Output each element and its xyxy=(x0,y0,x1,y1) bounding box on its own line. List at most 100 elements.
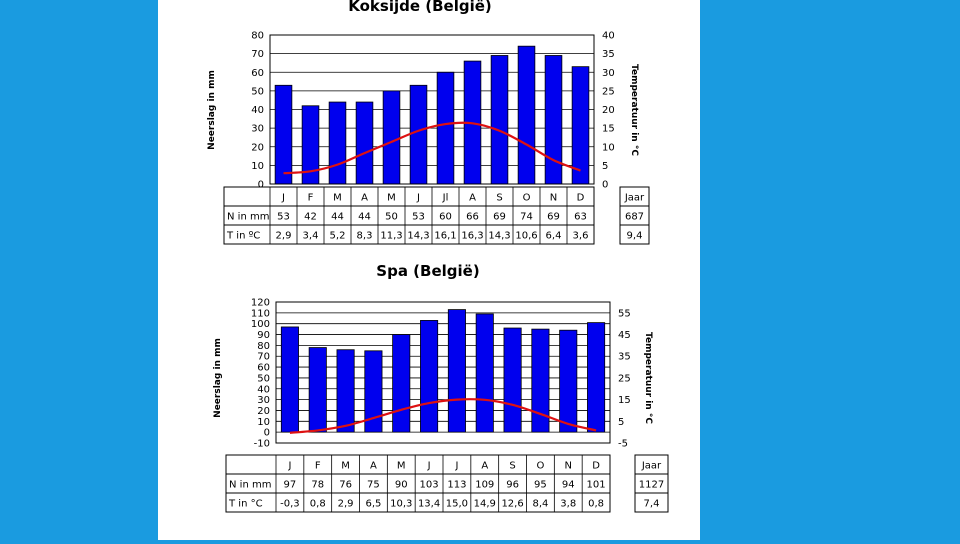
month-label: A xyxy=(361,193,368,204)
table-cell: 63 xyxy=(574,212,587,223)
month-label: A xyxy=(370,461,377,472)
y-tick-label: 20 xyxy=(257,406,270,417)
table-cell: 44 xyxy=(358,212,371,223)
bar-spa xyxy=(336,349,355,433)
y2-tick-label: 5 xyxy=(618,417,624,428)
bar-koksijde xyxy=(571,66,590,185)
bar-spa xyxy=(308,347,327,433)
y2-axis-label-spa: Temperatuur in °C xyxy=(643,332,653,424)
bar-koksijde xyxy=(328,101,347,185)
bar-spa xyxy=(364,350,383,433)
month-label: J xyxy=(287,461,291,472)
table-cell: 3,8 xyxy=(560,499,576,510)
y2-tick-label: -5 xyxy=(618,439,628,450)
month-label: S xyxy=(509,461,515,472)
y2-axis-label-koksijde: Temperatuur in °C xyxy=(629,64,639,156)
table-cell: 3,6 xyxy=(573,231,589,242)
bar-spa xyxy=(420,320,439,433)
bar-spa xyxy=(475,313,494,433)
climate-charts: Koksijde (België)01020304050607080051015… xyxy=(207,0,669,513)
table-cell: 6,5 xyxy=(365,499,381,510)
annual-cell xyxy=(634,492,669,513)
bar-koksijde xyxy=(436,71,455,185)
y-tick-label: 100 xyxy=(251,319,270,330)
y2-tick-label: 45 xyxy=(618,330,631,341)
table-cell: 16,3 xyxy=(461,231,483,242)
annual-header: Jaar xyxy=(641,461,662,472)
y-tick-label: -10 xyxy=(254,439,270,450)
y2-tick-label: 25 xyxy=(618,373,631,384)
bar-spa xyxy=(587,322,606,433)
y2-tick-label: 40 xyxy=(602,31,615,42)
table-cell: 96 xyxy=(506,480,519,491)
table-cell: 12,6 xyxy=(501,499,523,510)
y2-tick-label: 35 xyxy=(602,49,615,60)
bar-spa xyxy=(447,309,466,433)
month-label: S xyxy=(496,193,502,204)
month-label: M xyxy=(341,461,350,472)
table-cell: 69 xyxy=(547,212,560,223)
bar-spa xyxy=(559,329,578,433)
table-cell: 53 xyxy=(277,212,290,223)
bar-koksijde xyxy=(382,90,401,185)
table-cell: 16,1 xyxy=(434,231,456,242)
bar-koksijde xyxy=(409,84,428,185)
month-label: D xyxy=(592,461,600,472)
table-cell: 6,4 xyxy=(546,231,562,242)
month-label: M xyxy=(333,193,342,204)
y2-tick-label: 20 xyxy=(602,105,615,116)
y2-tick-label: 25 xyxy=(602,86,615,97)
y-tick-label: 60 xyxy=(257,363,270,374)
row-label: T in ºC xyxy=(226,231,260,242)
y-tick-label: 80 xyxy=(251,31,264,42)
temperature-line-koksijde xyxy=(283,121,581,175)
bar-koksijde xyxy=(544,55,563,185)
table-cell: 2,9 xyxy=(338,499,354,510)
bar-spa xyxy=(392,334,411,433)
bar-spa xyxy=(531,328,550,433)
month-label: F xyxy=(315,461,321,472)
table-cell: 50 xyxy=(385,212,398,223)
month-label: J xyxy=(454,461,458,472)
annual-value: 7,4 xyxy=(644,499,660,510)
y-tick-label: 110 xyxy=(251,308,270,319)
y2-tick-label: 30 xyxy=(602,68,615,79)
y-tick-label: 10 xyxy=(251,161,264,172)
table-cell: 14,3 xyxy=(407,231,429,242)
table-cell: 60 xyxy=(439,212,452,223)
plot-frame-koksijde xyxy=(269,34,595,185)
table-row xyxy=(225,492,611,513)
table-cell: 0,8 xyxy=(588,499,604,510)
table-cell: 53 xyxy=(412,212,425,223)
table-cell: 42 xyxy=(304,212,317,223)
month-label: O xyxy=(523,193,531,204)
y-tick-label: 70 xyxy=(251,49,264,60)
y-axis-label-spa: Neerslag in mm xyxy=(213,338,223,418)
month-label: J xyxy=(416,193,420,204)
slide-canvas: Koksijde (België) 0 10 20 30 40 50 60 70 80 0 5 10 15… xyxy=(158,0,700,540)
bar-koksijde xyxy=(490,55,509,185)
table-cell: 8,4 xyxy=(532,499,548,510)
month-label: M xyxy=(387,193,396,204)
y-tick-label: 40 xyxy=(251,105,264,116)
plot-frame-spa xyxy=(275,301,611,444)
y2-tick-label: 10 xyxy=(602,142,615,153)
table-cell: 3,4 xyxy=(303,231,319,242)
chart-title-spa: Spa (België) xyxy=(376,262,479,280)
y2-tick-label: 15 xyxy=(618,395,631,406)
table-cell: 97 xyxy=(284,480,297,491)
month-label: J xyxy=(281,193,285,204)
table-cell: 11,3 xyxy=(380,231,402,242)
y-tick-label: 0 xyxy=(258,180,264,191)
table-cell: 78 xyxy=(311,480,324,491)
table-cell: 74 xyxy=(520,212,533,223)
table-cell: 95 xyxy=(534,480,547,491)
table-cell: 109 xyxy=(475,480,494,491)
month-label: N xyxy=(550,193,557,204)
month-label: J xyxy=(427,461,431,472)
bar-spa xyxy=(280,326,299,433)
month-label: O xyxy=(536,461,544,472)
table-cell: 5,2 xyxy=(330,231,346,242)
annual-value: 9,4 xyxy=(627,231,643,242)
y-axis-label-koksijde: Neerslag in mm xyxy=(207,70,217,150)
